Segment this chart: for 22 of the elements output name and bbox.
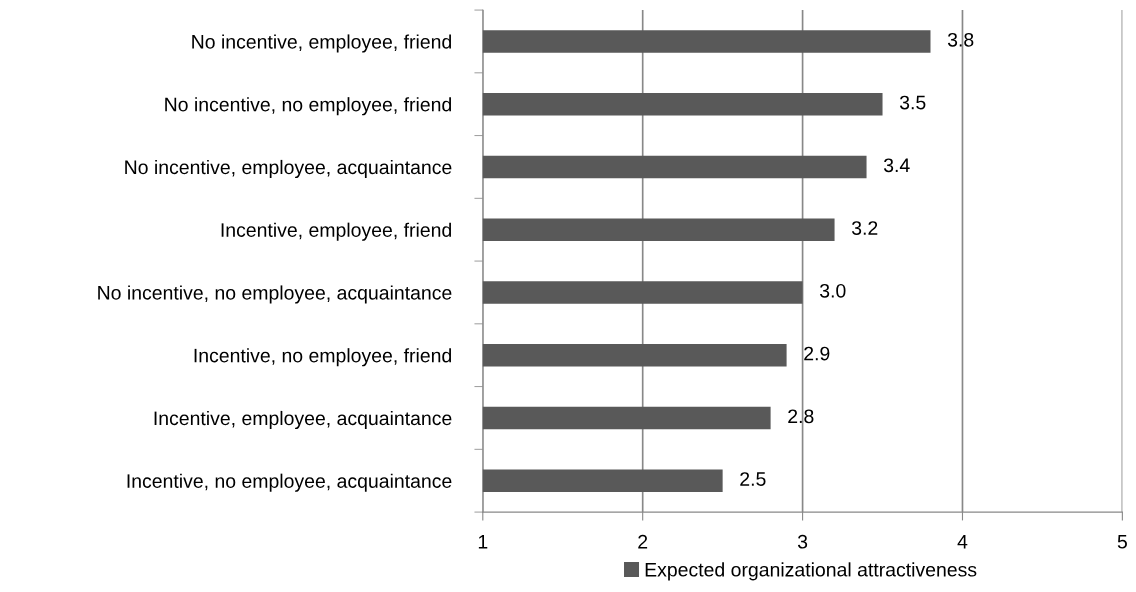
y-tick-label: Incentive, employee, acquaintance bbox=[154, 410, 452, 430]
data-label: 3.4 bbox=[883, 158, 910, 173]
y-tick-label: No incentive, no employee, acquaintance bbox=[98, 285, 452, 304]
x-tick-label: 1 bbox=[478, 535, 488, 549]
data-label: 2.9 bbox=[804, 346, 830, 361]
x-tick-label: 4 bbox=[957, 535, 968, 549]
data-label: 3.2 bbox=[851, 221, 878, 235]
data-label: 3.5 bbox=[899, 95, 926, 110]
y-tick-label: Incentive, no employee, friend bbox=[194, 348, 452, 367]
data-label: 2.8 bbox=[788, 409, 814, 424]
data-label: 2.5 bbox=[740, 472, 766, 486]
y-tick-label: No incentive, employee, acquaintance bbox=[125, 159, 452, 179]
y-tick-label: No incentive, no employee, friend bbox=[165, 97, 452, 116]
y-tick-label: Incentive, employee, friend bbox=[221, 222, 452, 241]
legend-label: Expected organizational attractiveness bbox=[645, 562, 977, 581]
x-tick-label: 3 bbox=[797, 534, 808, 549]
data-label: 3.8 bbox=[947, 32, 974, 47]
y-tick-label: No incentive, employee, friend bbox=[192, 34, 452, 53]
data-label: 3.0 bbox=[819, 283, 846, 298]
x-tick-label: 5 bbox=[1117, 535, 1127, 549]
y-tick-label: Incentive, no employee, acquaintance bbox=[127, 473, 452, 492]
x-tick-label: 2 bbox=[638, 534, 648, 549]
